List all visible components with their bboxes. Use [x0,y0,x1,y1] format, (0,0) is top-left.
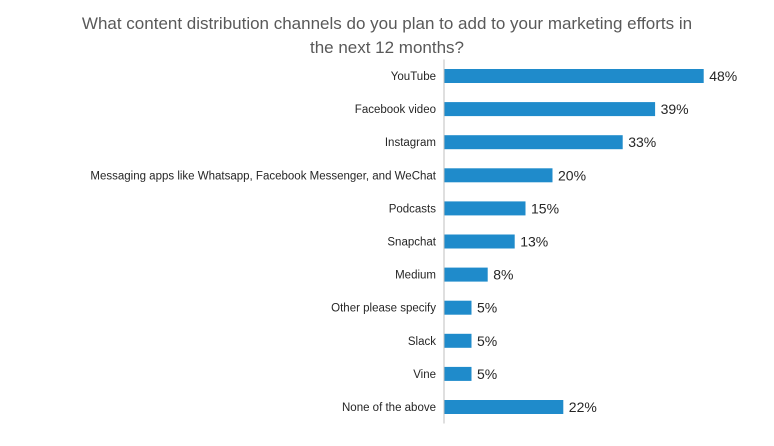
value-label: 39% [661,101,689,117]
value-label: 22% [569,399,597,415]
chart-title: What content distribution channels do yo… [0,12,774,60]
bar [444,234,515,249]
bar [444,366,472,381]
value-label: 48% [709,68,737,84]
category-label: Podcasts [389,203,437,215]
value-label: 13% [520,234,548,250]
category-label: Slack [408,336,436,348]
value-label: 20% [558,167,586,183]
chart-title-line-1: What content distribution channels do yo… [81,14,693,33]
category-label: Medium [395,270,436,282]
chart-title-line-2: the next 12 months? [309,38,465,57]
bar [444,102,656,117]
bar [444,300,472,315]
value-label: 15% [531,200,559,216]
category-label: None of the above [342,402,436,414]
value-label: 8% [493,267,513,283]
bar [444,400,564,414]
bar [444,135,623,150]
category-label: YouTube [391,71,436,83]
bar [444,168,553,183]
category-label: Instagram [385,137,436,149]
bar [444,201,526,216]
bar [444,333,472,348]
category-label: Messaging apps like Whatsapp, Facebook M… [90,170,436,182]
value-label: 33% [628,134,656,150]
value-label: 5% [477,333,497,349]
category-label: Other please specify [331,303,436,315]
category-label: Snapchat [387,237,436,249]
value-label: 5% [477,300,497,316]
bar [444,69,704,83]
value-label: 5% [477,366,497,382]
category-label: Facebook video [355,104,436,116]
bar [444,267,488,282]
category-label: Vine [413,369,436,381]
